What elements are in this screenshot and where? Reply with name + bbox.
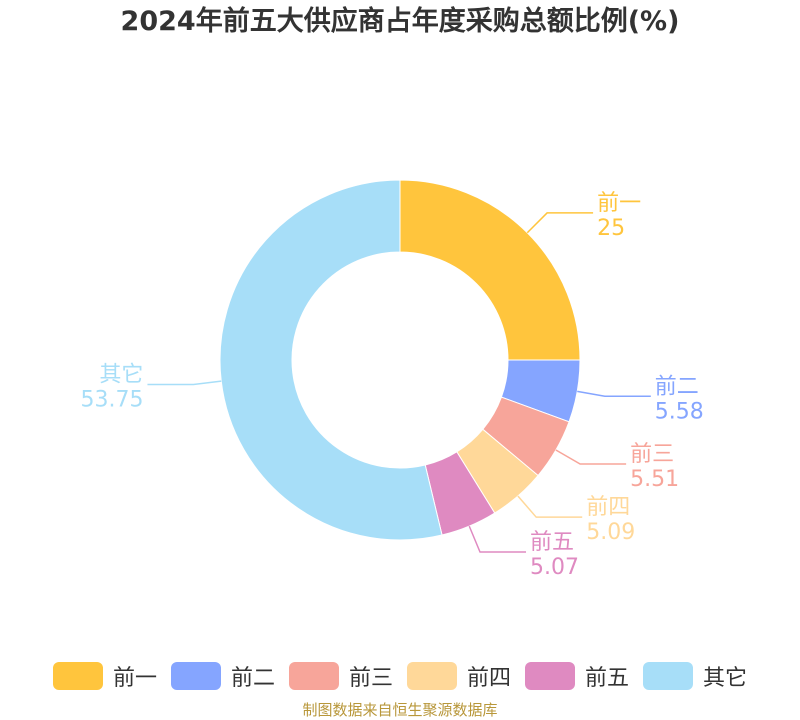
leader-line: [147, 380, 222, 386]
legend-swatch: [52, 662, 103, 690]
leader-line: [517, 495, 583, 518]
leader-line: [555, 449, 627, 465]
slice-name-label: 前一: [597, 191, 641, 216]
leader-line: [468, 525, 527, 553]
slice-value-label: 5.58: [655, 399, 704, 424]
legend-item[interactable]: 前三: [288, 660, 393, 692]
legend-swatch: [288, 662, 339, 690]
leader-line: [526, 212, 594, 234]
legend: 前一 前二 前三 前四 前五 其它: [0, 658, 800, 694]
slice-name-label: 前五: [530, 530, 574, 555]
legend-swatch: [407, 662, 457, 690]
legend-swatch: [170, 662, 221, 690]
legend-item[interactable]: 前五: [525, 660, 629, 692]
legend-label: 前二: [230, 666, 275, 691]
slice-name-label: 前三: [630, 442, 674, 467]
legend-label: 前一: [112, 666, 157, 691]
slice-name-label: 前二: [655, 374, 699, 399]
legend-item[interactable]: 其它: [643, 660, 747, 692]
legend-swatch: [643, 662, 694, 690]
legend-label: 前四: [467, 666, 512, 691]
legend-label: 其它: [703, 666, 748, 691]
legend-item[interactable]: 前二: [170, 660, 275, 692]
slice-value-label: 5.09: [586, 520, 635, 545]
slice-value-label: 5.07: [530, 555, 579, 580]
donut-slice[interactable]: [399, 179, 581, 361]
legend-item[interactable]: 前一: [52, 660, 157, 692]
legend-label: 前三: [348, 666, 393, 691]
leader-line: [577, 390, 651, 398]
source-note: 制图数据来自恒生聚源数据库: [302, 701, 498, 719]
chart-title: 2024年前五大供应商占年度采购总额比例(%): [120, 6, 680, 37]
slice-value-label: 25: [597, 216, 625, 241]
slice-value-label: 5.51: [630, 467, 679, 492]
slice-value-label: 53.75: [80, 387, 143, 412]
slice-name-label: 前四: [586, 495, 630, 520]
legend-swatch: [525, 662, 576, 690]
donut-slice[interactable]: [219, 179, 443, 541]
legend-item[interactable]: 前四: [407, 660, 511, 692]
slice-name-label: 其它: [99, 362, 143, 387]
legend-label: 前五: [585, 666, 630, 691]
